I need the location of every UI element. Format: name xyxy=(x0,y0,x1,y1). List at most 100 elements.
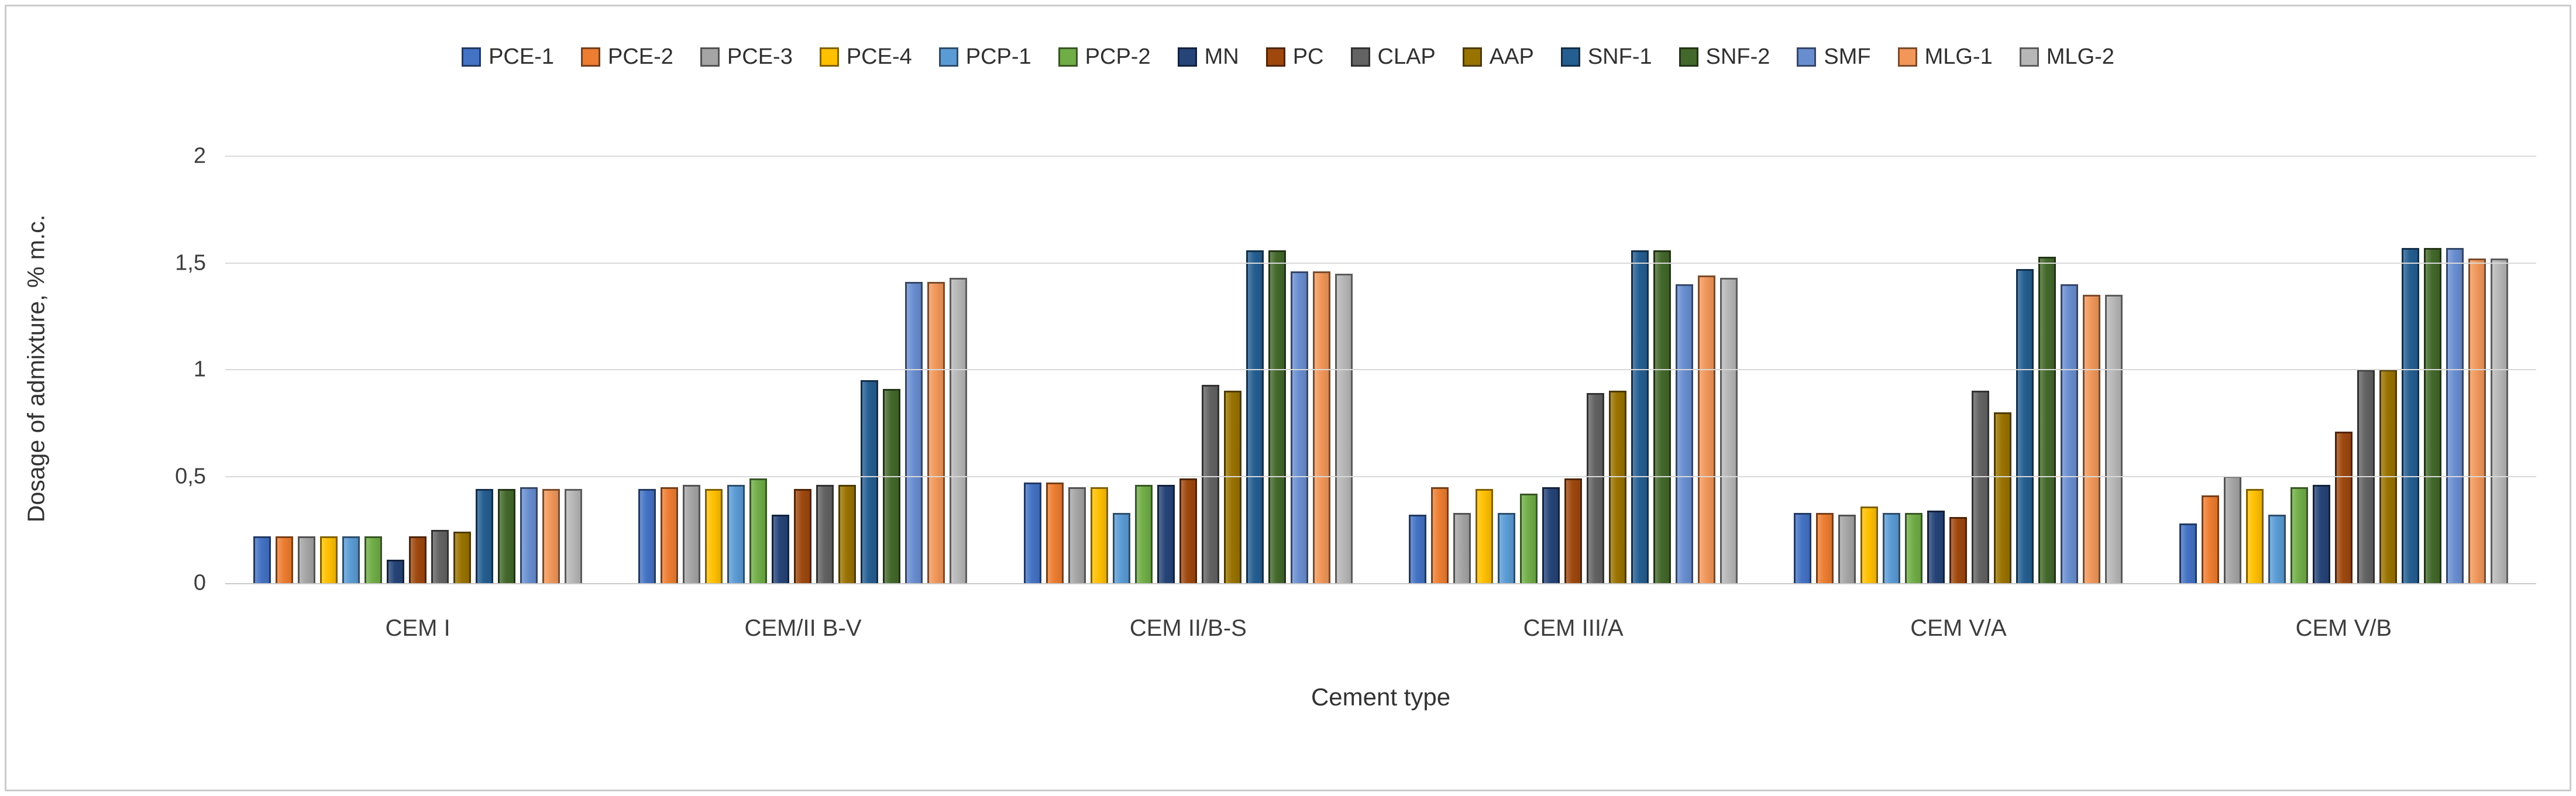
bar-pce-4-cem-iii-a xyxy=(1476,489,1494,583)
legend-swatch-icon xyxy=(819,47,839,67)
bar-mlg-1-cem-iii-a xyxy=(1698,275,1716,583)
bar-snf-2-cem-i xyxy=(498,489,516,583)
gridline-1,5 xyxy=(225,262,2536,264)
bar-pc-cem-ii-b-v xyxy=(794,489,812,583)
legend-swatch-icon xyxy=(938,47,958,67)
bar-mlg-1-cem-v-a xyxy=(2083,295,2101,583)
x-axis-title: Cement type xyxy=(1311,683,1451,711)
bar-mlg-2-cem-v-b xyxy=(2490,259,2508,583)
legend-label: PCP-1 xyxy=(965,44,1031,69)
bar-pce-3-cem-i xyxy=(298,536,316,583)
bar-snf-1-cem-v-a xyxy=(2016,269,2034,583)
legend-item-pc: PC xyxy=(1265,44,1324,70)
bar-aap-cem-v-a xyxy=(1994,412,2012,583)
bar-clap-cem-v-a xyxy=(1972,391,1990,583)
gridline-0,5 xyxy=(225,475,2536,477)
y-axis-title: Dosage of admixture, % m.c. xyxy=(22,214,50,523)
bar-pcp-2-cem-ii-b-s xyxy=(1134,485,1153,583)
bar-pcp-2-cem-i xyxy=(364,536,383,583)
y-tick-label: 1 xyxy=(193,357,206,382)
bar-mn-cem-ii-b-s xyxy=(1157,485,1175,583)
category-label-cem-iii-a: CEM III/A xyxy=(1523,615,1624,641)
bar-pce-3-cem-ii-b-s xyxy=(1068,487,1086,583)
bar-pcp-2-cem-v-b xyxy=(2290,487,2308,583)
legend-swatch-icon xyxy=(700,47,720,67)
bar-pce-4-cem-ii-b-v xyxy=(705,489,723,583)
legend-item-mn: MN xyxy=(1177,44,1239,70)
bar-pce-2-cem-v-b xyxy=(2201,495,2219,583)
bar-mn-cem-ii-b-v xyxy=(772,515,790,583)
bar-mn-cem-i xyxy=(387,560,405,583)
legend-swatch-icon xyxy=(1350,47,1370,67)
category-label-cem-ii-b-s: CEM II/B-S xyxy=(1129,615,1247,641)
bar-group-cem-iii-a xyxy=(1409,156,1738,583)
legend-item-aap: AAP xyxy=(1462,44,1534,70)
bar-pcp-1-cem-ii-b-v xyxy=(727,485,745,583)
bar-snf-1-cem-ii-b-s xyxy=(1246,250,1264,583)
y-tick-label: 2 xyxy=(193,143,206,168)
bar-group-cem-ii-b-v xyxy=(638,156,968,583)
bar-pce-2-cem-ii-b-v xyxy=(661,487,679,583)
bar-pce-4-cem-i xyxy=(320,536,338,583)
plot-area xyxy=(225,156,2536,584)
legend-item-pce-1: PCE-1 xyxy=(462,44,554,70)
legend-swatch-icon xyxy=(1265,47,1285,67)
bar-pce-2-cem-v-a xyxy=(1816,513,1834,583)
bar-mlg-2-cem-iii-a xyxy=(1720,278,1738,583)
bar-pc-cem-v-b xyxy=(2334,432,2353,583)
legend-label: PC xyxy=(1292,44,1324,69)
bar-mn-cem-v-b xyxy=(2312,485,2330,583)
legend-swatch-icon xyxy=(1679,47,1698,67)
bar-mn-cem-v-a xyxy=(1927,511,1945,583)
bar-pce-2-cem-iii-a xyxy=(1431,487,1449,583)
legend-item-smf: SMF xyxy=(1797,44,1871,70)
bar-snf-1-cem-iii-a xyxy=(1631,250,1649,583)
legend-item-mlg-2: MLG-2 xyxy=(2019,44,2114,70)
bar-pcp-1-cem-i xyxy=(342,536,360,583)
bar-snf-1-cem-i xyxy=(476,489,494,583)
bar-mlg-1-cem-ii-b-v xyxy=(927,282,945,583)
legend-label: AAP xyxy=(1489,44,1534,69)
gridline-2 xyxy=(225,156,2536,157)
bar-pce-2-cem-ii-b-s xyxy=(1045,483,1064,583)
bar-mlg-1-cem-ii-b-s xyxy=(1312,271,1330,583)
bar-aap-cem-i xyxy=(453,532,472,583)
bar-pcp-1-cem-ii-b-s xyxy=(1112,513,1130,583)
legend-label: PCE-1 xyxy=(489,44,554,69)
chart-legend: PCE-1 PCE-2 PCE-3 PCE-4 PCP-1 PCP-2 MN PC CLAP AA… xyxy=(70,44,2506,70)
bar-snf-2-cem-ii-b-s xyxy=(1268,250,1286,583)
bar-pce-1-cem-ii-b-v xyxy=(638,489,656,583)
legend-item-mlg-1: MLG-1 xyxy=(1897,44,1993,70)
bar-pc-cem-v-a xyxy=(1949,517,1968,583)
legend-item-clap: CLAP xyxy=(1350,44,1436,70)
bar-clap-cem-i xyxy=(431,530,449,583)
bar-smf-cem-iii-a xyxy=(1676,284,1694,583)
legend-label: PCE-3 xyxy=(727,44,793,69)
legend-swatch-icon xyxy=(1560,47,1580,67)
legend-label: PCE-4 xyxy=(846,44,912,69)
bar-smf-cem-i xyxy=(520,487,538,583)
bar-snf-2-cem-v-b xyxy=(2423,248,2441,583)
bar-pce-3-cem-v-a xyxy=(1838,515,1856,583)
bar-mn-cem-iii-a xyxy=(1542,487,1560,583)
bar-aap-cem-ii-b-v xyxy=(838,485,857,583)
legend-swatch-icon xyxy=(462,47,482,67)
legend-swatch-icon xyxy=(1177,47,1197,67)
legend-label: CLAP xyxy=(1377,44,1436,69)
bar-pce-1-cem-v-b xyxy=(2179,523,2197,583)
bar-pce-1-cem-i xyxy=(253,536,271,583)
bar-pce-2-cem-i xyxy=(276,536,294,583)
legend-label: SNF-1 xyxy=(1587,44,1652,69)
bar-smf-cem-ii-b-v xyxy=(905,282,923,583)
legend-swatch-icon xyxy=(1462,47,1482,67)
legend-item-pcp-2: PCP-2 xyxy=(1058,44,1151,70)
y-tick-label: 1,5 xyxy=(175,250,206,275)
bar-mlg-2-cem-ii-b-v xyxy=(950,278,968,583)
legend-swatch-icon xyxy=(2019,47,2039,67)
bar-pce-4-cem-v-a xyxy=(1860,506,1879,583)
bar-smf-cem-ii-b-s xyxy=(1290,271,1308,583)
category-label-cem-v-a: CEM V/A xyxy=(1910,615,2007,641)
legend-item-snf-1: SNF-1 xyxy=(1560,44,1652,70)
y-tick-label: 0,5 xyxy=(175,464,206,488)
bar-group-cem-v-b xyxy=(2179,156,2508,583)
